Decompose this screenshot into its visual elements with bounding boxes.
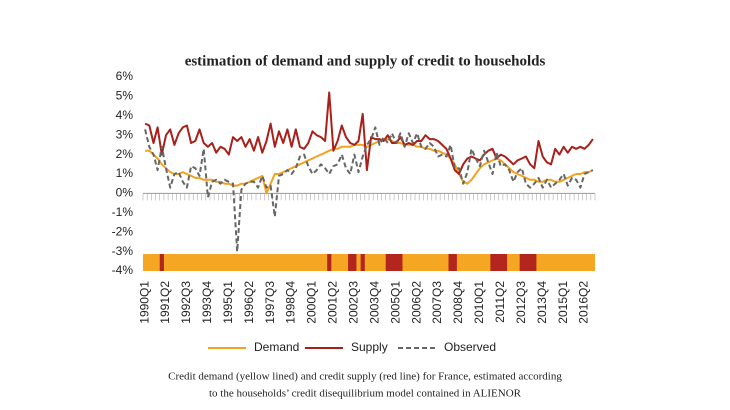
legend-label: Observed [444, 340, 496, 354]
x-tick-label: 2006Q2 [409, 281, 423, 324]
chart-title: estimation of demand and supply of credi… [185, 53, 546, 69]
caption: Credit demand (yellow lined) and credit … [168, 371, 562, 383]
x-tick-label: 1992Q3 [179, 281, 193, 324]
x-tick-label: 2005Q1 [388, 281, 402, 324]
y-tick-label: 3% [116, 127, 134, 141]
x-tick-label: 1991Q2 [158, 281, 172, 324]
x-tick-label: 1998Q4 [284, 281, 298, 324]
x-tick-label: 1997Q3 [263, 281, 277, 324]
y-tick-label: 2% [116, 147, 134, 161]
y-tick-label: -3% [112, 244, 134, 258]
x-tick-label: 1990Q1 [137, 281, 151, 324]
x-tick-label: 2007Q3 [430, 281, 444, 324]
x-tick-label: 2003Q4 [367, 281, 381, 324]
x-tick-label: 1995Q1 [221, 281, 235, 324]
x-tick-label: 1996Q2 [242, 281, 256, 324]
x-tick-label: 2008Q4 [451, 281, 465, 324]
y-tick-label: 1% [116, 166, 134, 180]
y-tick-label: 5% [116, 89, 134, 103]
regime-highlight [385, 254, 403, 271]
x-tick-label: 1993Q4 [200, 281, 214, 324]
y-tick-label: -4% [112, 263, 134, 277]
x-tick-label: 2010Q1 [472, 281, 486, 324]
regime-highlight [490, 254, 508, 271]
legend-label: Supply [351, 340, 388, 354]
y-tick-label: 4% [116, 108, 134, 122]
x-tick-label: 2012Q3 [514, 281, 528, 324]
regime-highlight [519, 254, 537, 271]
regime-highlight [448, 254, 457, 271]
y-tick-label: -1% [112, 205, 134, 219]
regime-highlight [360, 254, 365, 271]
regime-highlight [348, 254, 357, 271]
x-tick-label: 2002Q3 [347, 281, 361, 324]
regime-highlight [159, 254, 164, 271]
x-tick-label: 2015Q1 [556, 281, 570, 324]
regime-highlight [327, 254, 332, 271]
regime-band [143, 254, 595, 271]
y-tick-label: 0% [116, 186, 134, 200]
x-tick-label: 2001Q2 [326, 281, 340, 324]
series-line [144, 126, 594, 253]
series-line [144, 91, 594, 175]
x-tick-label: 2013Q4 [535, 281, 549, 324]
y-tick-label: -2% [112, 224, 134, 238]
legend-label: Demand [254, 340, 299, 354]
x-tick-label: 2000Q1 [305, 281, 319, 324]
y-tick-label: 6% [116, 69, 134, 83]
caption: to the households’ credit disequilibrium… [209, 388, 522, 400]
x-tick-label: 2011Q2 [493, 281, 507, 323]
x-tick-label: 2016Q2 [577, 281, 591, 324]
